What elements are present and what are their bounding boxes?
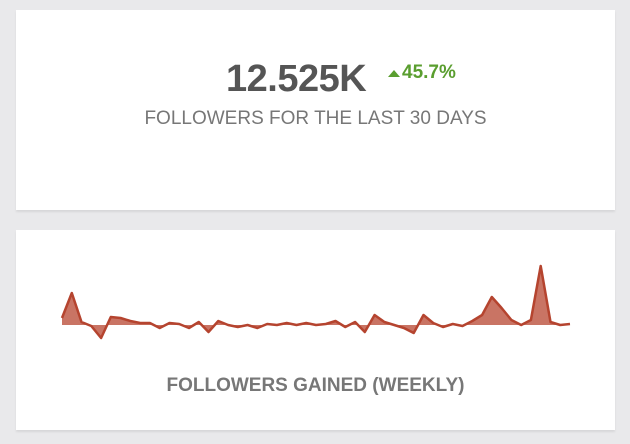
kpi-card: 12.525K 45.7% FOLLOWERS FOR THE LAST 30 … — [16, 10, 615, 210]
sparkline-line — [60, 264, 571, 340]
sparkline-title: FOLLOWERS GAINED (WEEKLY) — [166, 375, 465, 396]
sparkline-area — [62, 266, 570, 338]
kpi-icons — [388, 70, 400, 77]
kpi-change: 45.7% — [402, 62, 456, 83]
sparkline-card: FOLLOWERS GAINED (WEEKLY) — [16, 230, 615, 430]
sparkline — [60, 264, 571, 340]
kpi-value: 12.525K — [226, 58, 367, 100]
up-arrow — [388, 70, 400, 77]
kpi-label: FOLLOWERS FOR THE LAST 30 DAYS — [144, 108, 487, 129]
